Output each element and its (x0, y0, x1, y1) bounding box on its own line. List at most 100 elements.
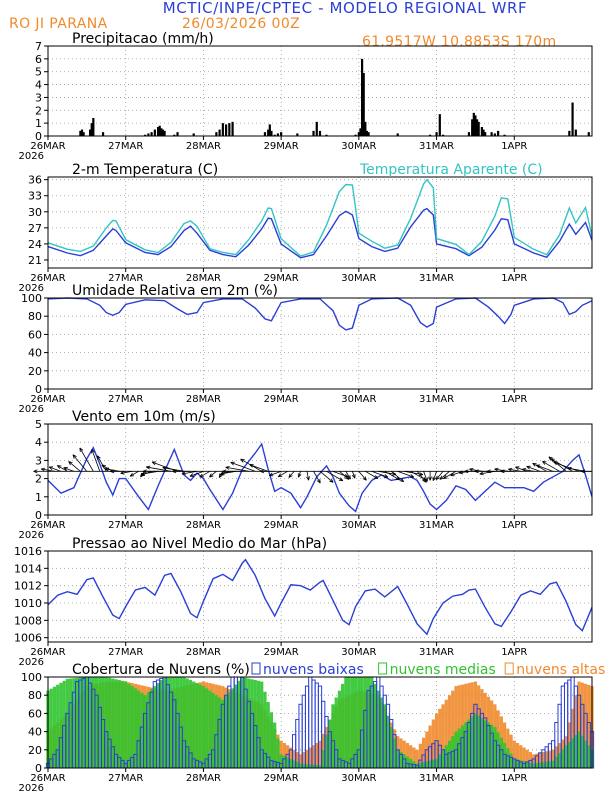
cloud-bar-nuvens-medias (286, 757, 290, 768)
wind-vector (249, 464, 269, 472)
cloud-bar-nuvens-altas (295, 752, 299, 768)
cloud-bar-nuvens-medias (292, 760, 296, 768)
cloud-bar-nuvens-medias (117, 680, 121, 768)
cloud-bar-nuvens-medias (218, 697, 222, 768)
cloud-bar-nuvens-medias (422, 761, 426, 768)
y-tick-label: 1010 (14, 597, 42, 610)
precip-bar (231, 121, 234, 136)
y-tick-label: 1008 (14, 614, 42, 627)
cloud-bar-nuvens-medias (425, 761, 429, 768)
cloud-bar-nuvens-medias (52, 686, 57, 768)
x-tick-label: 31MAR (419, 773, 454, 784)
wind-arrowhead (101, 464, 106, 469)
precip-bar (318, 130, 322, 136)
cloud-bar-nuvens-medias (104, 677, 108, 768)
cloud-bar-nuvens-medias (263, 691, 267, 768)
cloud-bar-nuvens-medias (490, 724, 494, 768)
x-tick-label: 31MAR (419, 394, 454, 405)
panel-4: 0 1 2 3 4 5 26MAR 27MAR 28MAR 29MAR 30MAR 31MAR 1APR… (19, 409, 593, 541)
precip-bar (365, 130, 369, 136)
y-tick-label: 1006 (14, 632, 42, 645)
legend-swatch (504, 662, 514, 675)
cloud-bar-nuvens-medias (308, 764, 312, 768)
wind-vector (278, 470, 288, 478)
x-tick-label: 31MAR (419, 520, 454, 531)
cloud-bar-nuvens-altas (311, 745, 316, 768)
y-tick-label: 30 (28, 206, 42, 219)
y-tick-label: 40 (28, 347, 42, 360)
series-line-Vento (47, 442, 593, 513)
wind-vector (432, 471, 437, 481)
wind-arrowhead (526, 465, 531, 470)
cloud-bar-nuvens-altas (302, 752, 306, 768)
wind-vector (443, 470, 457, 479)
y-tick-label: 4 (35, 436, 42, 449)
precip-bar (587, 132, 590, 136)
precip-bar (221, 123, 224, 136)
cloud-bar-nuvens-medias (156, 683, 160, 768)
cloud-bar-nuvens-medias (302, 763, 306, 768)
cloud-bar-nuvens-medias (331, 704, 335, 768)
wind-arrowhead (91, 449, 95, 454)
wind-vector (397, 470, 414, 478)
cloud-bar-nuvens-medias (570, 738, 575, 768)
cloud-bar-nuvens-altas (515, 742, 520, 768)
cloud-bar-nuvens-medias (175, 677, 180, 768)
x-year-label: 2026 (19, 783, 44, 792)
precip-bar (367, 132, 370, 136)
wind-arrowhead (316, 478, 321, 484)
cloud-bar-nuvens-medias (460, 725, 465, 768)
precip-bar (267, 129, 270, 136)
wind-arrowhead (297, 473, 302, 478)
wind-vector (220, 470, 236, 475)
wind-arrowhead (277, 473, 283, 478)
cloud-bar-nuvens-medias (94, 677, 99, 768)
cloud-bar-nuvens-medias (78, 677, 82, 768)
cloud-bar-nuvens-medias (91, 677, 95, 768)
wind-vector (319, 471, 334, 483)
x-tick-label: 28MAR (186, 647, 221, 658)
cloud-bar-nuvens-medias (512, 758, 516, 768)
cloud-bar-nuvens-medias (133, 688, 138, 768)
y-tick-label: 0 (35, 383, 42, 396)
y-tick-label: 40 (28, 726, 42, 739)
x-tick-label: 26MAR (30, 773, 65, 784)
cloud-bar-nuvens-medias (341, 683, 345, 768)
precip-bar (471, 119, 474, 136)
cloud-bar-nuvens-medias (162, 677, 167, 768)
wind-vector (57, 465, 68, 472)
y-tick-label: 3 (35, 454, 42, 467)
cloud-bar-nuvens-medias (328, 719, 332, 768)
series-line-Temperatura (47, 207, 593, 259)
cloud-bar-nuvens-medias (502, 742, 507, 768)
x-tick-label: 28MAR (186, 394, 221, 405)
cloud-bar-nuvens-medias (295, 761, 299, 768)
wind-arrowhead (581, 469, 586, 474)
wind-arrowhead (479, 471, 484, 476)
cloud-bar-nuvens-medias (444, 745, 448, 768)
cloud-bar-nuvens-medias (88, 677, 92, 768)
cloud-bar-nuvens-medias (221, 699, 225, 768)
precip-bar (396, 133, 399, 136)
x-tick-label: 1APR (501, 394, 527, 405)
precip-bar (357, 132, 360, 136)
cloud-bar-nuvens-altas (535, 753, 539, 768)
precip-bar (156, 127, 160, 136)
wind-arrowhead (218, 473, 223, 478)
y-tick-label: 36 (28, 174, 42, 187)
wind-arrowhead (395, 476, 400, 481)
wind-arrowhead (486, 469, 491, 474)
wind-vector (72, 454, 88, 472)
cloud-bar-nuvens-altas (415, 749, 419, 768)
cloud-bar-nuvens-medias (438, 754, 442, 768)
precip-bar (270, 130, 273, 136)
y-tick-label: 1014 (14, 562, 42, 575)
cloud-bar-nuvens-medias (392, 738, 397, 768)
cloud-bar-nuvens-medias (447, 740, 452, 768)
wind-arrowhead (225, 465, 230, 470)
wind-arrowhead (383, 474, 389, 478)
legend-label: nuvens medias (390, 662, 496, 678)
wind-vector (120, 470, 133, 474)
cloud-bar-nuvens-altas (305, 749, 309, 768)
cloud-bar-nuvens-altas (580, 682, 584, 768)
